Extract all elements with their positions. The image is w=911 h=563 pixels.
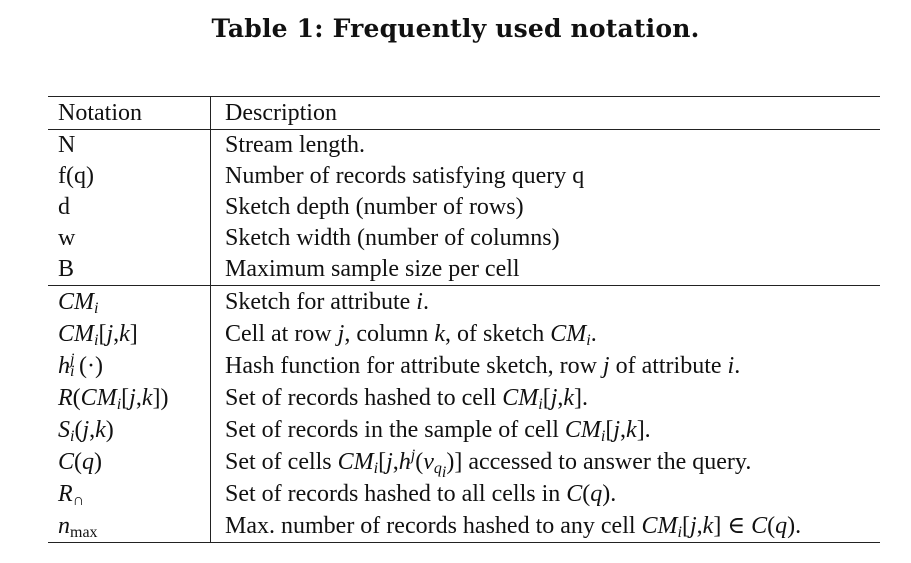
notation-cell: CMi xyxy=(48,285,211,318)
description-cell: Sketch depth (number of rows) xyxy=(225,194,524,220)
table-header-row: Notation Description xyxy=(48,96,880,130)
description-cell: Number of records satisfying query q xyxy=(225,163,585,189)
header-description: Description xyxy=(225,99,337,126)
notation-cell: N xyxy=(48,129,211,161)
table-row: h j i (·) Hash function for attribute sketc… xyxy=(48,350,880,383)
table-row: f(q) Number of records satisfying query … xyxy=(48,161,880,192)
header-notation: Notation xyxy=(48,96,211,130)
table-row: Si(j,k) Set of records in the sample of … xyxy=(48,414,880,447)
description-cell: Cell at row j, column k, of sketch CMi. xyxy=(225,321,597,349)
notation-cell: d xyxy=(48,192,211,223)
notation-table: Notation Description N Stream length. f(… xyxy=(48,96,880,543)
notation-cell: C(q) xyxy=(48,446,211,479)
table-row: d Sketch depth (number of rows) xyxy=(48,192,880,223)
notation-cell: B xyxy=(48,254,211,286)
description-cell: Max. number of records hashed to any cel… xyxy=(225,513,802,542)
description-cell: Sketch for attribute i. xyxy=(225,289,429,315)
notation-cell: nmax xyxy=(48,510,211,543)
notation-cell: f(q) xyxy=(48,161,211,192)
notation-cell: h j i (·) xyxy=(48,350,211,383)
notation-cell: R∩ xyxy=(48,478,211,511)
description-cell: Stream length. xyxy=(225,132,365,158)
table-row: N Stream length. xyxy=(48,129,880,161)
description-cell: Hash function for attribute sketch, row … xyxy=(225,353,741,380)
notation-cell: Si(j,k) xyxy=(48,414,211,447)
description-cell: Set of cells CMi[j,hj(vqi)] accessed to … xyxy=(225,447,752,482)
notation-cell: w xyxy=(48,223,211,254)
table-row: CMi[j,k] Cell at row j, column k, of ske… xyxy=(48,318,880,350)
notation-cell: CMi[j,k] xyxy=(48,318,211,350)
table-row: B Maximum sample size per cell xyxy=(48,254,880,286)
table-row: w Sketch width (number of columns) xyxy=(48,223,880,254)
table-caption: Table 1: Frequently used notation. xyxy=(211,14,700,43)
description-cell: Sketch width (number of columns) xyxy=(225,225,560,251)
table-row: nmax Max. number of records hashed to an… xyxy=(48,510,880,543)
description-cell: Set of records hashed to cell CMi[j,k]. xyxy=(225,385,589,414)
description-cell: Maximum sample size per cell xyxy=(225,256,520,282)
table-row: R∩ Set of records hashed to all cells in… xyxy=(48,478,880,511)
notation-cell: R(CMi[j,k]) xyxy=(48,382,211,415)
description-cell: Set of records hashed to all cells in C(… xyxy=(225,481,617,508)
table-row: C(q) Set of cells CMi[j,hj(vqi)] accesse… xyxy=(48,446,880,482)
table-row: CMi Sketch for attribute i. xyxy=(48,285,880,318)
description-cell: Set of records in the sample of cell CMi… xyxy=(225,417,651,446)
table-row: R(CMi[j,k]) Set of records hashed to cel… xyxy=(48,382,880,415)
